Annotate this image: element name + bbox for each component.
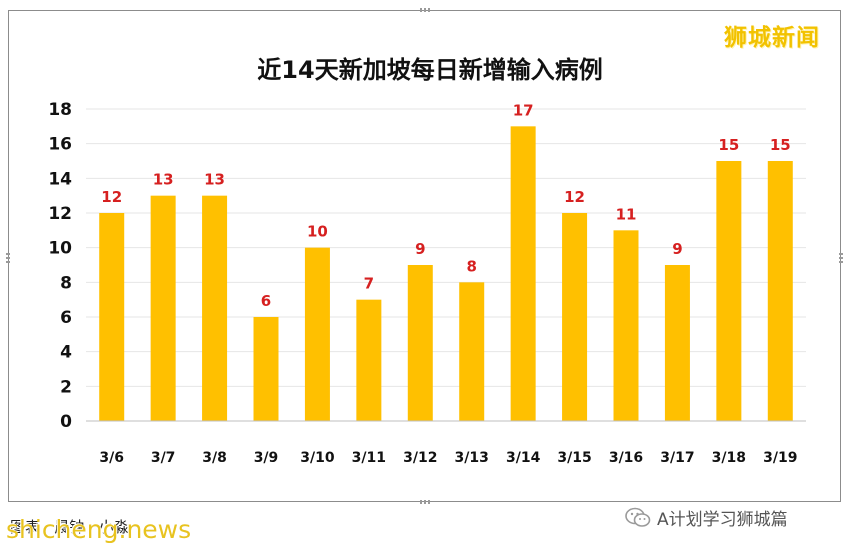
x-axis-ticks: 3/6 3/7 3/8 3/9 3/10 3/11 3/12 3/13 3/14 3/15 3/16… — [99, 450, 797, 466]
bar — [202, 195, 228, 421]
bar — [716, 161, 742, 421]
x-tick-label: 3/18 — [712, 450, 746, 466]
y-tick-label: 10 — [48, 239, 72, 259]
y-tick-label: 14 — [48, 169, 72, 189]
y-tick-label: 16 — [48, 135, 72, 155]
wechat-account-name: A计划学习狮城篇 — [657, 510, 788, 530]
data-label: 12 — [564, 188, 585, 206]
y-tick-label: 8 — [60, 273, 72, 293]
bar — [99, 213, 125, 421]
bar — [664, 265, 690, 421]
data-label: 8 — [466, 257, 476, 275]
y-tick-label: 18 — [48, 100, 72, 120]
x-tick-label: 3/7 — [151, 450, 176, 466]
x-tick-label: 3/11 — [352, 450, 386, 466]
data-label: 9 — [672, 240, 682, 258]
data-label: 13 — [204, 171, 225, 189]
x-tick-label: 3/9 — [254, 450, 279, 466]
gridlines — [86, 108, 806, 387]
site-watermark: shicheng.news — [6, 515, 192, 544]
data-label: 10 — [307, 223, 328, 241]
data-label: 15 — [770, 136, 791, 154]
wechat-attribution: A计划学习狮城篇 — [625, 505, 788, 530]
bar — [562, 213, 588, 421]
chart-title: 近14天新加坡每日新增输入病例 — [257, 56, 602, 84]
x-tick-label: 3/8 — [202, 450, 227, 466]
y-tick-label: 2 — [60, 377, 72, 397]
x-tick-label: 3/13 — [455, 450, 489, 466]
data-label: 11 — [616, 205, 637, 223]
y-tick-label: 0 — [60, 412, 72, 432]
x-tick-label: 3/12 — [403, 450, 437, 466]
data-labels: 12 13 13 6 10 7 9 8 17 12 11 9 15 15 — [101, 101, 790, 310]
y-tick-label: 12 — [48, 204, 72, 224]
wechat-icon — [625, 507, 651, 529]
bar — [150, 195, 176, 421]
bar — [356, 299, 382, 421]
x-tick-label: 3/16 — [609, 450, 643, 466]
bar — [253, 317, 279, 421]
data-label: 6 — [261, 292, 271, 310]
bar — [767, 161, 793, 421]
y-tick-label: 6 — [60, 308, 72, 328]
bar — [510, 126, 536, 421]
resize-handle-top[interactable] — [420, 8, 432, 12]
bars — [99, 126, 793, 421]
bar — [459, 282, 485, 421]
data-label: 12 — [101, 188, 122, 206]
bar — [613, 230, 639, 421]
x-tick-label: 3/19 — [763, 450, 797, 466]
resize-handle-bottom[interactable] — [420, 500, 432, 504]
y-tick-label: 4 — [60, 343, 72, 363]
resize-handle-right[interactable] — [839, 251, 843, 263]
data-label: 9 — [415, 240, 425, 258]
data-label: 15 — [718, 136, 739, 154]
resize-handle-left[interactable] — [6, 251, 10, 263]
bar — [407, 265, 433, 421]
x-tick-label: 3/14 — [506, 450, 541, 466]
y-axis-ticks: 0 2 4 6 8 10 12 14 16 18 — [48, 100, 72, 432]
chart-caption: 图表 · 晨钟 · 小淼 — [10, 518, 129, 536]
x-tick-label: 3/10 — [300, 450, 335, 466]
x-tick-label: 3/6 — [99, 450, 124, 466]
data-label: 13 — [153, 171, 174, 189]
bar — [304, 247, 330, 421]
x-tick-label: 3/17 — [660, 450, 694, 466]
data-label: 7 — [364, 275, 374, 293]
x-tick-label: 3/15 — [557, 450, 591, 466]
data-label: 17 — [513, 101, 534, 119]
brand-watermark: 狮城新闻 — [724, 25, 820, 51]
